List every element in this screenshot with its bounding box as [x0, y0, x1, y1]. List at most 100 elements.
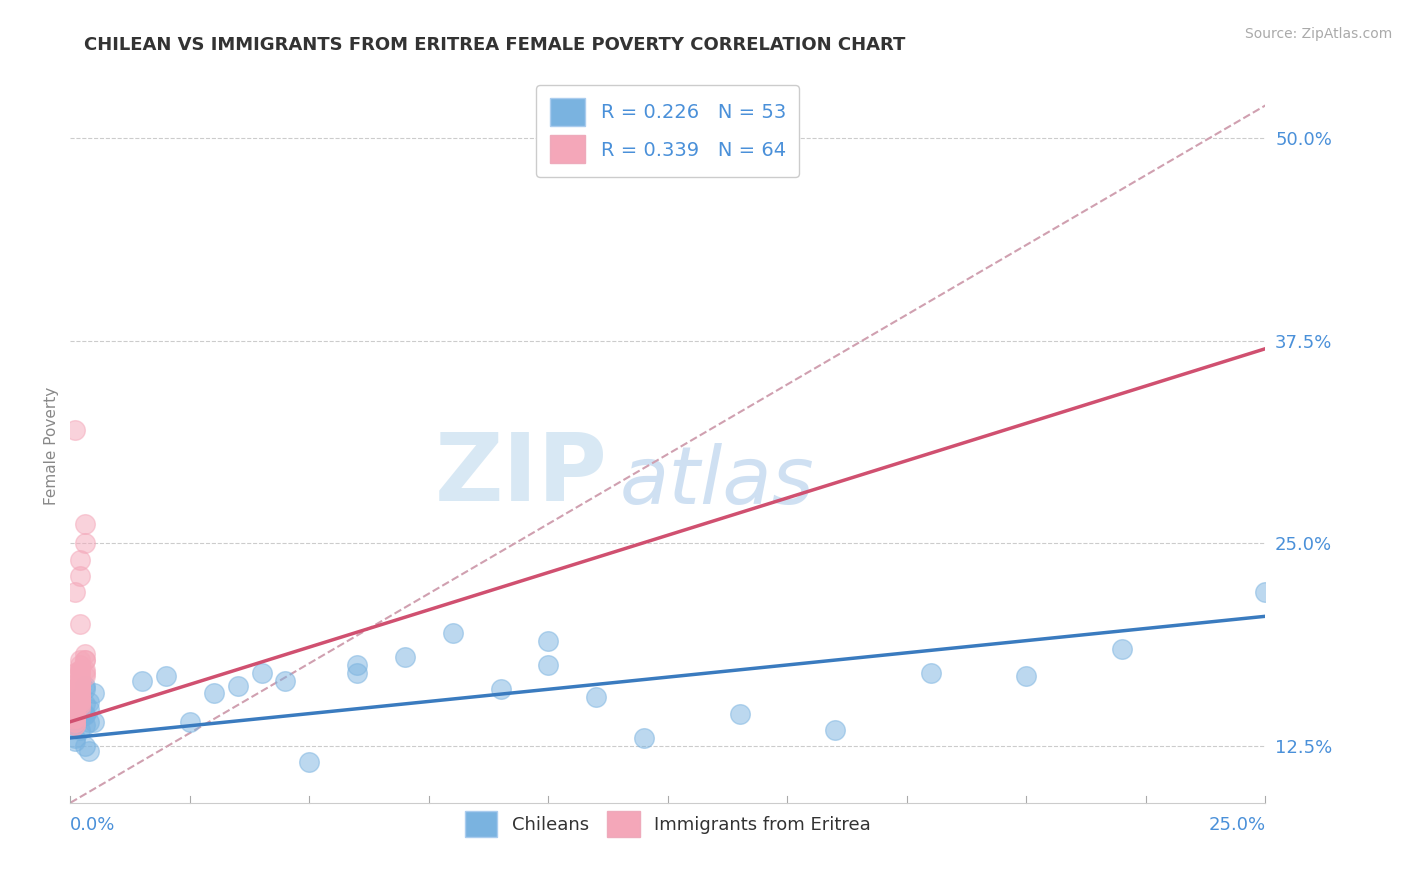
- Point: [69, 666, 91, 681]
- Point: [73, 697, 96, 711]
- Point: [69, 679, 91, 693]
- Point: [63, 718, 86, 732]
- Point: [585, 690, 607, 705]
- Point: [69, 690, 91, 705]
- Point: [226, 679, 249, 693]
- Point: [73, 536, 96, 550]
- Point: [63, 710, 86, 724]
- Point: [250, 666, 273, 681]
- Text: Source: ZipAtlas.com: Source: ZipAtlas.com: [1244, 27, 1392, 41]
- Point: [69, 685, 91, 699]
- Text: ZIP: ZIP: [436, 428, 609, 521]
- Y-axis label: Female Poverty: Female Poverty: [44, 387, 59, 505]
- Point: [83, 685, 105, 699]
- Point: [69, 690, 91, 705]
- Point: [274, 674, 297, 689]
- Point: [63, 423, 86, 437]
- Point: [63, 666, 86, 681]
- Point: [537, 633, 560, 648]
- Point: [63, 706, 86, 721]
- Point: [73, 647, 96, 661]
- Point: [69, 698, 91, 713]
- Point: [63, 703, 86, 717]
- Point: [1254, 585, 1277, 599]
- Point: [394, 649, 416, 664]
- Point: [73, 516, 96, 531]
- Point: [1015, 669, 1038, 683]
- Point: [73, 653, 96, 667]
- Point: [63, 714, 86, 729]
- Point: [69, 679, 91, 693]
- Point: [69, 695, 91, 709]
- Point: [73, 679, 96, 693]
- Point: [298, 756, 321, 770]
- Legend: Chileans, Immigrants from Eritrea: Chileans, Immigrants from Eritrea: [458, 804, 877, 844]
- Point: [63, 711, 86, 725]
- Point: [63, 731, 86, 745]
- Point: [728, 706, 751, 721]
- Point: [346, 657, 368, 672]
- Point: [69, 690, 91, 705]
- Point: [633, 731, 655, 745]
- Point: [69, 552, 91, 566]
- Point: [202, 685, 225, 699]
- Point: [69, 674, 91, 689]
- Point: [824, 723, 846, 737]
- Point: [63, 682, 86, 697]
- Point: [63, 585, 86, 599]
- Point: [63, 710, 86, 724]
- Point: [489, 682, 512, 697]
- Point: [69, 695, 91, 709]
- Point: [69, 675, 91, 690]
- Point: [63, 702, 86, 716]
- Point: [155, 669, 177, 683]
- Point: [69, 679, 91, 693]
- Point: [63, 705, 86, 719]
- Point: [179, 714, 201, 729]
- Point: [63, 711, 86, 725]
- Point: [69, 682, 91, 697]
- Text: 0.0%: 0.0%: [70, 816, 115, 834]
- Point: [63, 677, 86, 691]
- Point: [69, 711, 91, 725]
- Point: [63, 690, 86, 705]
- Point: [63, 695, 86, 709]
- Text: CHILEAN VS IMMIGRANTS FROM ERITREA FEMALE POVERTY CORRELATION CHART: CHILEAN VS IMMIGRANTS FROM ERITREA FEMAL…: [84, 36, 905, 54]
- Point: [69, 679, 91, 693]
- Point: [69, 690, 91, 705]
- Point: [73, 669, 96, 683]
- Point: [73, 718, 96, 732]
- Point: [69, 653, 91, 667]
- Point: [73, 666, 96, 681]
- Point: [63, 702, 86, 716]
- Point: [69, 698, 91, 713]
- Point: [83, 714, 105, 729]
- Point: [63, 714, 86, 729]
- Point: [920, 666, 942, 681]
- Point: [73, 663, 96, 677]
- Point: [63, 734, 86, 748]
- Point: [73, 708, 96, 723]
- Point: [69, 695, 91, 709]
- Point: [69, 703, 91, 717]
- Point: [69, 568, 91, 582]
- Point: [69, 708, 91, 723]
- Point: [1111, 641, 1133, 656]
- Point: [346, 666, 368, 681]
- Point: [69, 682, 91, 697]
- Point: [69, 695, 91, 709]
- Point: [63, 710, 86, 724]
- Point: [63, 702, 86, 716]
- Point: [69, 698, 91, 713]
- Point: [79, 714, 101, 729]
- Point: [69, 690, 91, 705]
- Point: [131, 674, 153, 689]
- Point: [441, 625, 464, 640]
- Point: [63, 710, 86, 724]
- Text: atlas: atlas: [620, 442, 815, 521]
- Text: 25.0%: 25.0%: [1208, 816, 1265, 834]
- Point: [537, 657, 560, 672]
- Point: [69, 710, 91, 724]
- Point: [69, 657, 91, 672]
- Point: [69, 723, 91, 737]
